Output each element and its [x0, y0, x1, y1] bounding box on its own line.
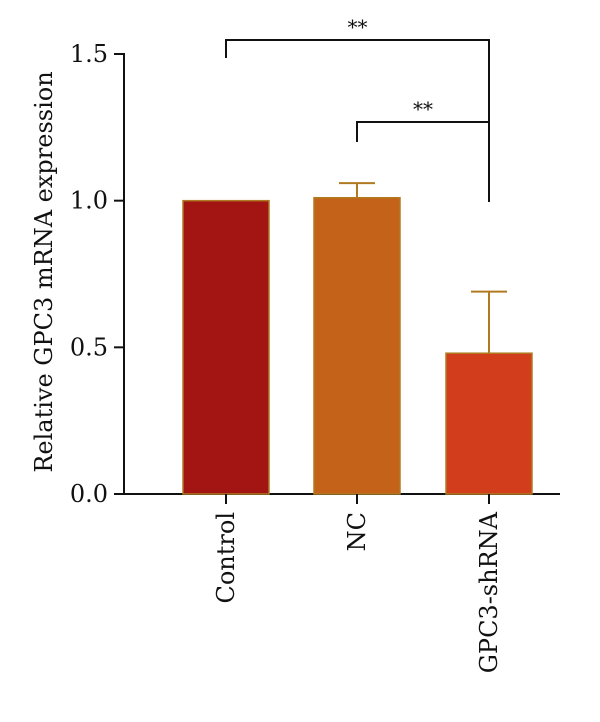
y-tick-label: 0.0	[70, 480, 108, 508]
bar-nc	[313, 196, 401, 495]
y-axis-label: Relative GPC3 mRNA expression	[30, 71, 58, 472]
y-tick-label: 0.5	[70, 333, 108, 361]
significance-bracket	[356, 121, 490, 202]
x-tick-label: NC	[343, 512, 371, 551]
plot-area: 0.0 0.5 1.0 1.5 Control NC GPC3-shRNA ** **	[70, 15, 560, 673]
y-tick-label: 1.0	[70, 187, 108, 215]
x-tick-label: GPC3-shRNA	[475, 511, 503, 673]
bar-gpc3-shrna	[445, 352, 533, 495]
y-tick-label: 1.5	[70, 40, 108, 68]
bar-control	[182, 199, 270, 495]
significance-label: **	[413, 97, 433, 121]
x-tick-label: Control	[212, 512, 240, 604]
significance-label: **	[348, 15, 368, 39]
